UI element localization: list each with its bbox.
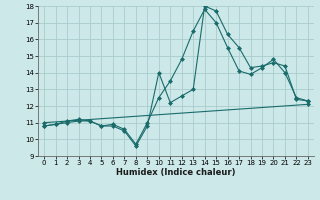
X-axis label: Humidex (Indice chaleur): Humidex (Indice chaleur) bbox=[116, 168, 236, 177]
